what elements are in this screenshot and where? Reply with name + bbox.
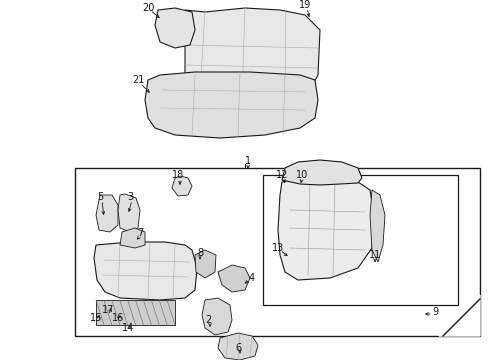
- Polygon shape: [439, 295, 480, 336]
- Text: 14: 14: [122, 323, 134, 333]
- Text: 18: 18: [172, 170, 184, 180]
- Text: 19: 19: [299, 0, 311, 10]
- Text: 3: 3: [127, 192, 133, 202]
- Polygon shape: [218, 265, 250, 292]
- Polygon shape: [185, 8, 320, 102]
- Text: 5: 5: [97, 192, 103, 202]
- Text: 12: 12: [276, 170, 288, 180]
- Text: 11: 11: [369, 250, 381, 260]
- Text: 9: 9: [432, 307, 438, 317]
- Polygon shape: [96, 195, 118, 232]
- Text: 10: 10: [296, 170, 308, 180]
- Polygon shape: [218, 333, 258, 360]
- Bar: [75, 168, 480, 336]
- Bar: [263, 175, 458, 305]
- Text: 6: 6: [235, 343, 241, 353]
- Text: 7: 7: [137, 228, 143, 238]
- Text: 15: 15: [90, 313, 102, 323]
- Polygon shape: [202, 298, 232, 335]
- Polygon shape: [96, 300, 175, 325]
- Polygon shape: [195, 250, 216, 278]
- Text: 17: 17: [102, 305, 114, 315]
- Polygon shape: [118, 194, 140, 232]
- Text: 2: 2: [205, 315, 211, 325]
- Text: 8: 8: [197, 248, 203, 258]
- Text: 1: 1: [245, 156, 251, 166]
- Text: 16: 16: [112, 313, 124, 323]
- Polygon shape: [94, 242, 197, 300]
- Polygon shape: [145, 72, 318, 138]
- Polygon shape: [172, 176, 192, 196]
- Text: 20: 20: [142, 3, 154, 13]
- Polygon shape: [370, 190, 385, 262]
- Text: 13: 13: [272, 243, 284, 253]
- Polygon shape: [282, 160, 362, 185]
- Polygon shape: [155, 8, 195, 48]
- Polygon shape: [278, 178, 374, 280]
- Polygon shape: [120, 228, 145, 248]
- Text: 4: 4: [249, 273, 255, 283]
- Text: 21: 21: [132, 75, 144, 85]
